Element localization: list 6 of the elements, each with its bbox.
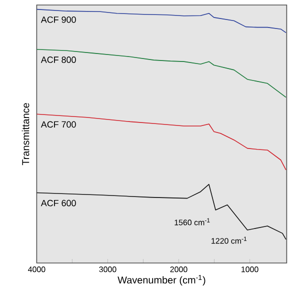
series-label: ACF 600 xyxy=(40,200,76,206)
series-label: ACF 800 xyxy=(40,56,76,63)
series-label: ACF 900 xyxy=(40,16,76,23)
y-axis-title: Transmittance xyxy=(22,103,30,166)
series-label: ACF 700 xyxy=(40,121,76,128)
x-axis-title: Wavenumber (cm$^{-1}$) xyxy=(118,275,206,286)
